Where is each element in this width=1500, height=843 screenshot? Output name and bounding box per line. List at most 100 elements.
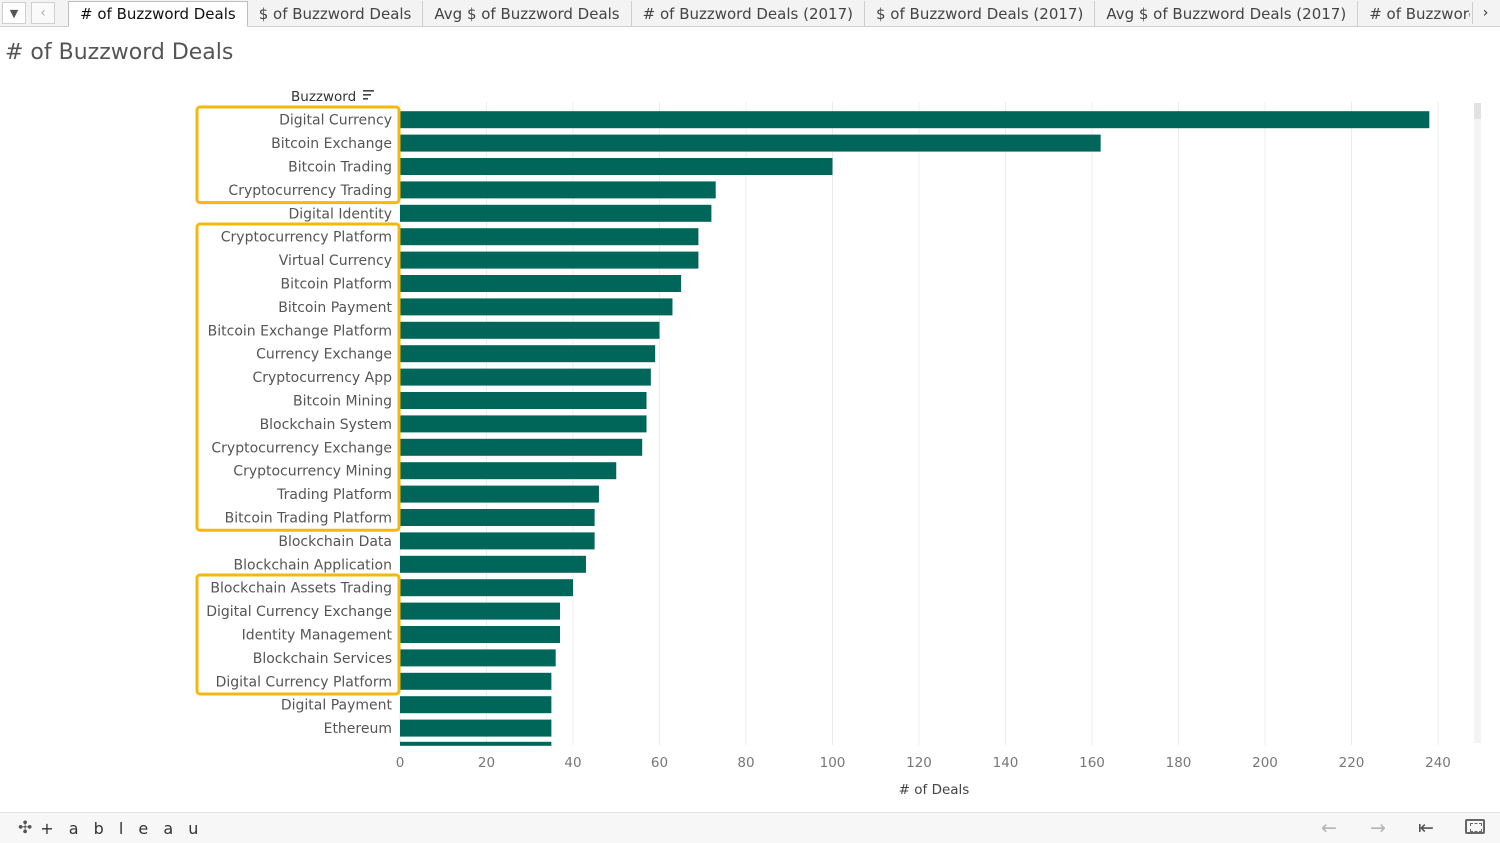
bar[interactable]: [400, 134, 1101, 152]
x-tick-label: 160: [1079, 755, 1105, 771]
category-label: Trading Platform: [276, 487, 392, 503]
sort-descending-icon[interactable]: [363, 94, 371, 96]
category-label: Digital Identity: [288, 206, 392, 222]
x-tick-label: 120: [906, 755, 932, 771]
y-axis-title: Buzzword: [291, 89, 356, 105]
category-label: Blockchain System: [260, 417, 392, 433]
category-label: Cryptocurrency Mining: [233, 464, 392, 480]
bar[interactable]: [400, 649, 556, 667]
x-tick-label: 20: [478, 755, 495, 771]
bar[interactable]: [400, 251, 699, 269]
category-label: Bitcoin Trading: [288, 160, 392, 176]
tableau-logo[interactable]: ✣ + a b l e a u: [18, 818, 203, 838]
sheet-tab[interactable]: $ of Buzzword Deals: [247, 1, 424, 26]
category-label: Virtual Currency: [279, 253, 392, 269]
category-label: Blockchain Data: [278, 534, 392, 550]
category-label: Bitcoin Exchange Platform: [208, 323, 392, 339]
sheet-tab[interactable]: # of Buzzword Deals (2017): [631, 1, 865, 26]
category-label: Bitcoin Platform: [280, 277, 392, 293]
category-label: Digital Payment: [281, 698, 393, 714]
category-label: Cryptocurrency Platform: [221, 230, 392, 246]
tableau-cross-icon: ✣: [18, 818, 33, 838]
x-tick-label: 100: [820, 755, 846, 771]
category-label: Bitcoin Mining: [293, 394, 392, 410]
arrow-left-icon[interactable]: ←: [1321, 817, 1337, 839]
sheet-tab[interactable]: Avg $ of Buzzword Deals (2017): [1095, 1, 1359, 26]
footer-toolbar: ✣ + a b l e a u ← → ⇤: [0, 812, 1500, 843]
bar[interactable]: [400, 462, 617, 480]
category-label: Identity Management: [242, 628, 393, 644]
sort-descending-icon[interactable]: [363, 90, 374, 92]
page-title: # of Buzzword Deals: [5, 40, 234, 65]
category-label: Cryptocurrency Exchange: [211, 440, 392, 456]
highlight-box: [195, 222, 401, 532]
sheet-tab[interactable]: # of Buzzword Deals (2018): [1358, 1, 1470, 26]
chevron-left-icon[interactable]: ‹: [31, 2, 55, 24]
sheet-tab[interactable]: Avg $ of Buzzword Deals: [423, 1, 632, 26]
caret-down-icon[interactable]: ▼: [2, 2, 26, 24]
sheet-tab[interactable]: # of Buzzword Deals: [68, 1, 248, 27]
bar[interactable]: [400, 719, 552, 737]
x-tick-label: 180: [1166, 755, 1192, 771]
bar[interactable]: [400, 438, 643, 456]
bar[interactable]: [400, 626, 561, 643]
x-axis-title: # of Deals: [899, 782, 970, 798]
x-tick-label: 240: [1425, 755, 1451, 771]
category-label: Currency Exchange: [256, 347, 392, 363]
bar[interactable]: [400, 181, 716, 199]
bar[interactable]: [400, 298, 673, 316]
bar[interactable]: [400, 345, 656, 363]
bar[interactable]: [400, 579, 573, 597]
bar[interactable]: [400, 532, 595, 550]
bar-chart-svg: Digital Currency Bitcoin Exchange Bitcoin …: [195, 89, 1451, 798]
sheet-tab-bar: ▼ ‹ # of Buzzword Deals $ of Buzzword Dea…: [0, 0, 1500, 27]
x-tick-label: 200: [1252, 755, 1278, 771]
logo-text: + a b l e a u: [40, 818, 204, 838]
x-tick-label: 220: [1339, 755, 1365, 771]
bar[interactable]: [400, 368, 651, 386]
bar[interactable]: [400, 415, 647, 433]
category-label: Bitcoin Trading Platform: [225, 511, 392, 527]
category-label: Blockchain Assets Trading: [210, 581, 392, 597]
sheet-tabs: # of Buzzword Deals $ of Buzzword Deals Av…: [68, 1, 1470, 27]
bar[interactable]: [400, 204, 712, 222]
x-tick-label: 60: [651, 755, 668, 771]
bar[interactable]: [400, 275, 682, 292]
x-tick-label: 40: [564, 755, 581, 771]
category-label: Ethereum: [324, 721, 392, 737]
category-label: Digital Currency Exchange: [206, 604, 392, 620]
bar[interactable]: [400, 321, 660, 339]
x-tick-label: 140: [993, 755, 1019, 771]
category-label: Cryptocurrency App: [252, 370, 392, 386]
category-label: Bitcoin Payment: [278, 300, 392, 316]
fullscreen-icon[interactable]: [1465, 819, 1485, 834]
category-label: Digital Currency Platform: [216, 674, 392, 690]
arrow-right-icon[interactable]: →: [1370, 817, 1386, 839]
category-label: Bitcoin Exchange: [271, 136, 392, 152]
highlight-box: [195, 573, 401, 696]
bar[interactable]: [400, 392, 647, 409]
bar[interactable]: [400, 228, 699, 246]
category-label: Digital Currency: [279, 113, 392, 129]
bar[interactable]: [400, 158, 833, 175]
sort-descending-icon[interactable]: [363, 98, 368, 100]
bar[interactable]: [400, 555, 586, 573]
bar[interactable]: [400, 602, 561, 620]
bar[interactable]: [400, 111, 1430, 129]
scrollbar-thumb[interactable]: [1474, 103, 1481, 119]
category-label: Blockchain Application: [234, 557, 392, 573]
category-label: Blockchain Services: [253, 651, 392, 667]
bar[interactable]: [400, 672, 552, 690]
chevron-right-icon[interactable]: ›: [1472, 2, 1498, 24]
revert-icon[interactable]: ⇤: [1418, 817, 1434, 839]
sheet-tab[interactable]: $ of Buzzword Deals (2017): [864, 1, 1096, 26]
bar-partial: [400, 741, 552, 746]
bar[interactable]: [400, 696, 552, 714]
highlight-box: [195, 105, 401, 205]
bar[interactable]: [400, 509, 595, 526]
vertical-scrollbar[interactable]: [1474, 103, 1481, 743]
bar[interactable]: [400, 485, 599, 503]
bar-chart: Digital Currency Bitcoin Exchange Bitcoin …: [0, 80, 1500, 800]
category-label: Cryptocurrency Trading: [228, 183, 392, 199]
x-tick-label: 80: [737, 755, 754, 771]
